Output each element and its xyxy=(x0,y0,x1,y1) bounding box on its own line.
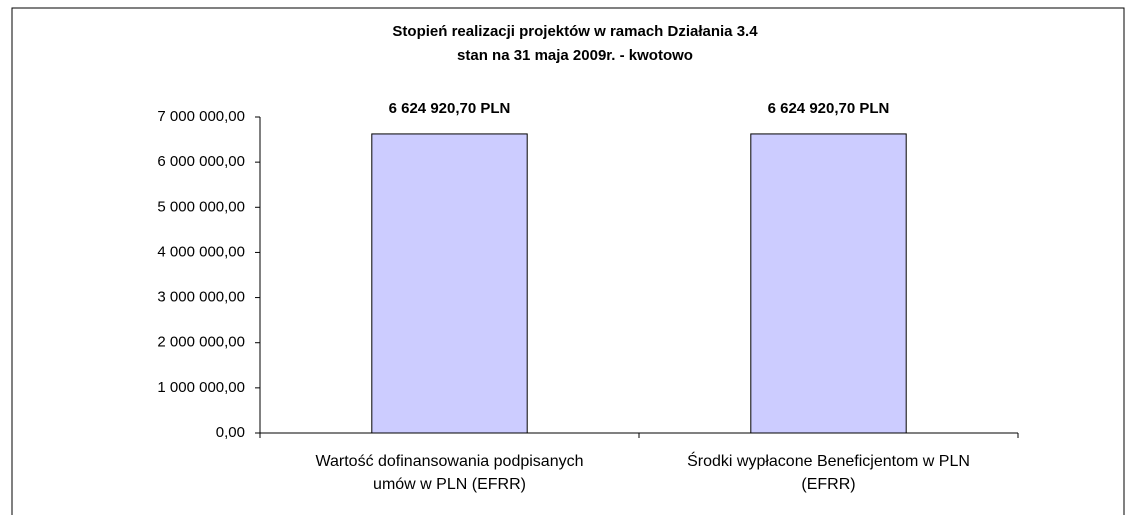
y-tick-label: 2 000 000,00 xyxy=(157,334,245,351)
bar xyxy=(371,133,528,434)
y-tick-label: 4 000 000,00 xyxy=(157,243,245,260)
y-tick-label: 7 000 000,00 xyxy=(157,108,245,125)
bar xyxy=(750,133,907,434)
chart-subtitle: stan na 31 maja 2009r. - kwotowo xyxy=(457,47,693,64)
value-label: 6 624 920,70 PLN xyxy=(768,100,890,117)
x-tick-label: Środki wypłacone Beneficjentom w PLN (EF… xyxy=(687,453,970,493)
y-tick-label: 5 000 000,00 xyxy=(157,198,245,215)
chart-title: Stopień realizacji projektów w ramach Dz… xyxy=(392,23,758,40)
y-tick-label: 6 000 000,00 xyxy=(157,153,245,170)
chart-frame xyxy=(11,7,1125,515)
y-tick-label: 3 000 000,00 xyxy=(157,289,245,306)
x-tick-label: Wartość dofinansowania podpisanych umów … xyxy=(315,453,584,493)
y-tick-label: 0,00 xyxy=(216,424,245,441)
y-tick-label: 1 000 000,00 xyxy=(157,379,245,396)
value-label: 6 624 920,70 PLN xyxy=(389,100,511,117)
